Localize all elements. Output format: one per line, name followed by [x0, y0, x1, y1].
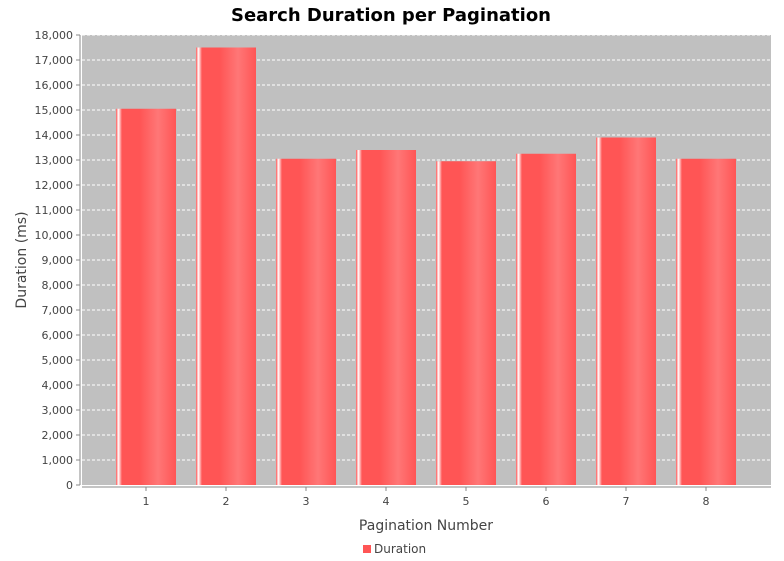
bar-6 [516, 153, 576, 485]
bars [116, 47, 736, 485]
bar-3 [276, 158, 336, 485]
y-tick-label: 12,000 [35, 179, 74, 192]
x-tick-label: 5 [463, 495, 470, 508]
y-tick-label: 13,000 [35, 154, 74, 167]
y-tick-label: 4,000 [42, 379, 74, 392]
y-tick-label: 5,000 [42, 354, 74, 367]
y-tick-label: 2,000 [42, 429, 74, 442]
y-tick-label: 0 [66, 479, 73, 492]
y-tick-label: 9,000 [42, 254, 74, 267]
y-tick-label: 1,000 [42, 454, 74, 467]
legend-label: Duration [374, 542, 426, 556]
y-axis-ticks: 0 1,000 2,000 3,000 4,000 5,000 6,000 7,000 8,00… [35, 29, 80, 492]
x-tick-label: 6 [543, 495, 550, 508]
y-tick-label: 11,000 [35, 204, 74, 217]
y-tick-label: 17,000 [35, 54, 74, 67]
x-tick-label: 7 [623, 495, 630, 508]
y-tick-label: 6,000 [42, 329, 74, 342]
x-tick-label: 1 [143, 495, 150, 508]
x-tick-label: 3 [303, 495, 310, 508]
bar-5 [436, 161, 496, 485]
legend: Duration [363, 542, 426, 556]
bar-1 [116, 108, 176, 485]
legend-swatch [363, 545, 371, 553]
x-tick-label: 8 [703, 495, 710, 508]
x-tick-label: 2 [223, 495, 230, 508]
bar-7 [596, 137, 656, 485]
bar-4 [356, 150, 416, 485]
x-axis-ticks: 1 2 3 4 5 6 7 8 [143, 487, 710, 508]
y-tick-label: 18,000 [35, 29, 74, 42]
y-tick-label: 7,000 [42, 304, 74, 317]
x-tick-label: 4 [383, 495, 390, 508]
chart-title: Search Duration per Pagination [231, 5, 551, 26]
bar-8 [676, 158, 736, 485]
y-tick-label: 8,000 [42, 279, 74, 292]
y-tick-label: 15,000 [35, 104, 74, 117]
y-tick-label: 16,000 [35, 79, 74, 92]
y-tick-label: 3,000 [42, 404, 74, 417]
y-tick-label: 14,000 [35, 129, 74, 142]
y-tick-label: 10,000 [35, 229, 74, 242]
y-axis-label: Duration (ms) [14, 211, 30, 308]
bar-2 [196, 47, 256, 485]
x-axis-label: Pagination Number [359, 518, 493, 534]
